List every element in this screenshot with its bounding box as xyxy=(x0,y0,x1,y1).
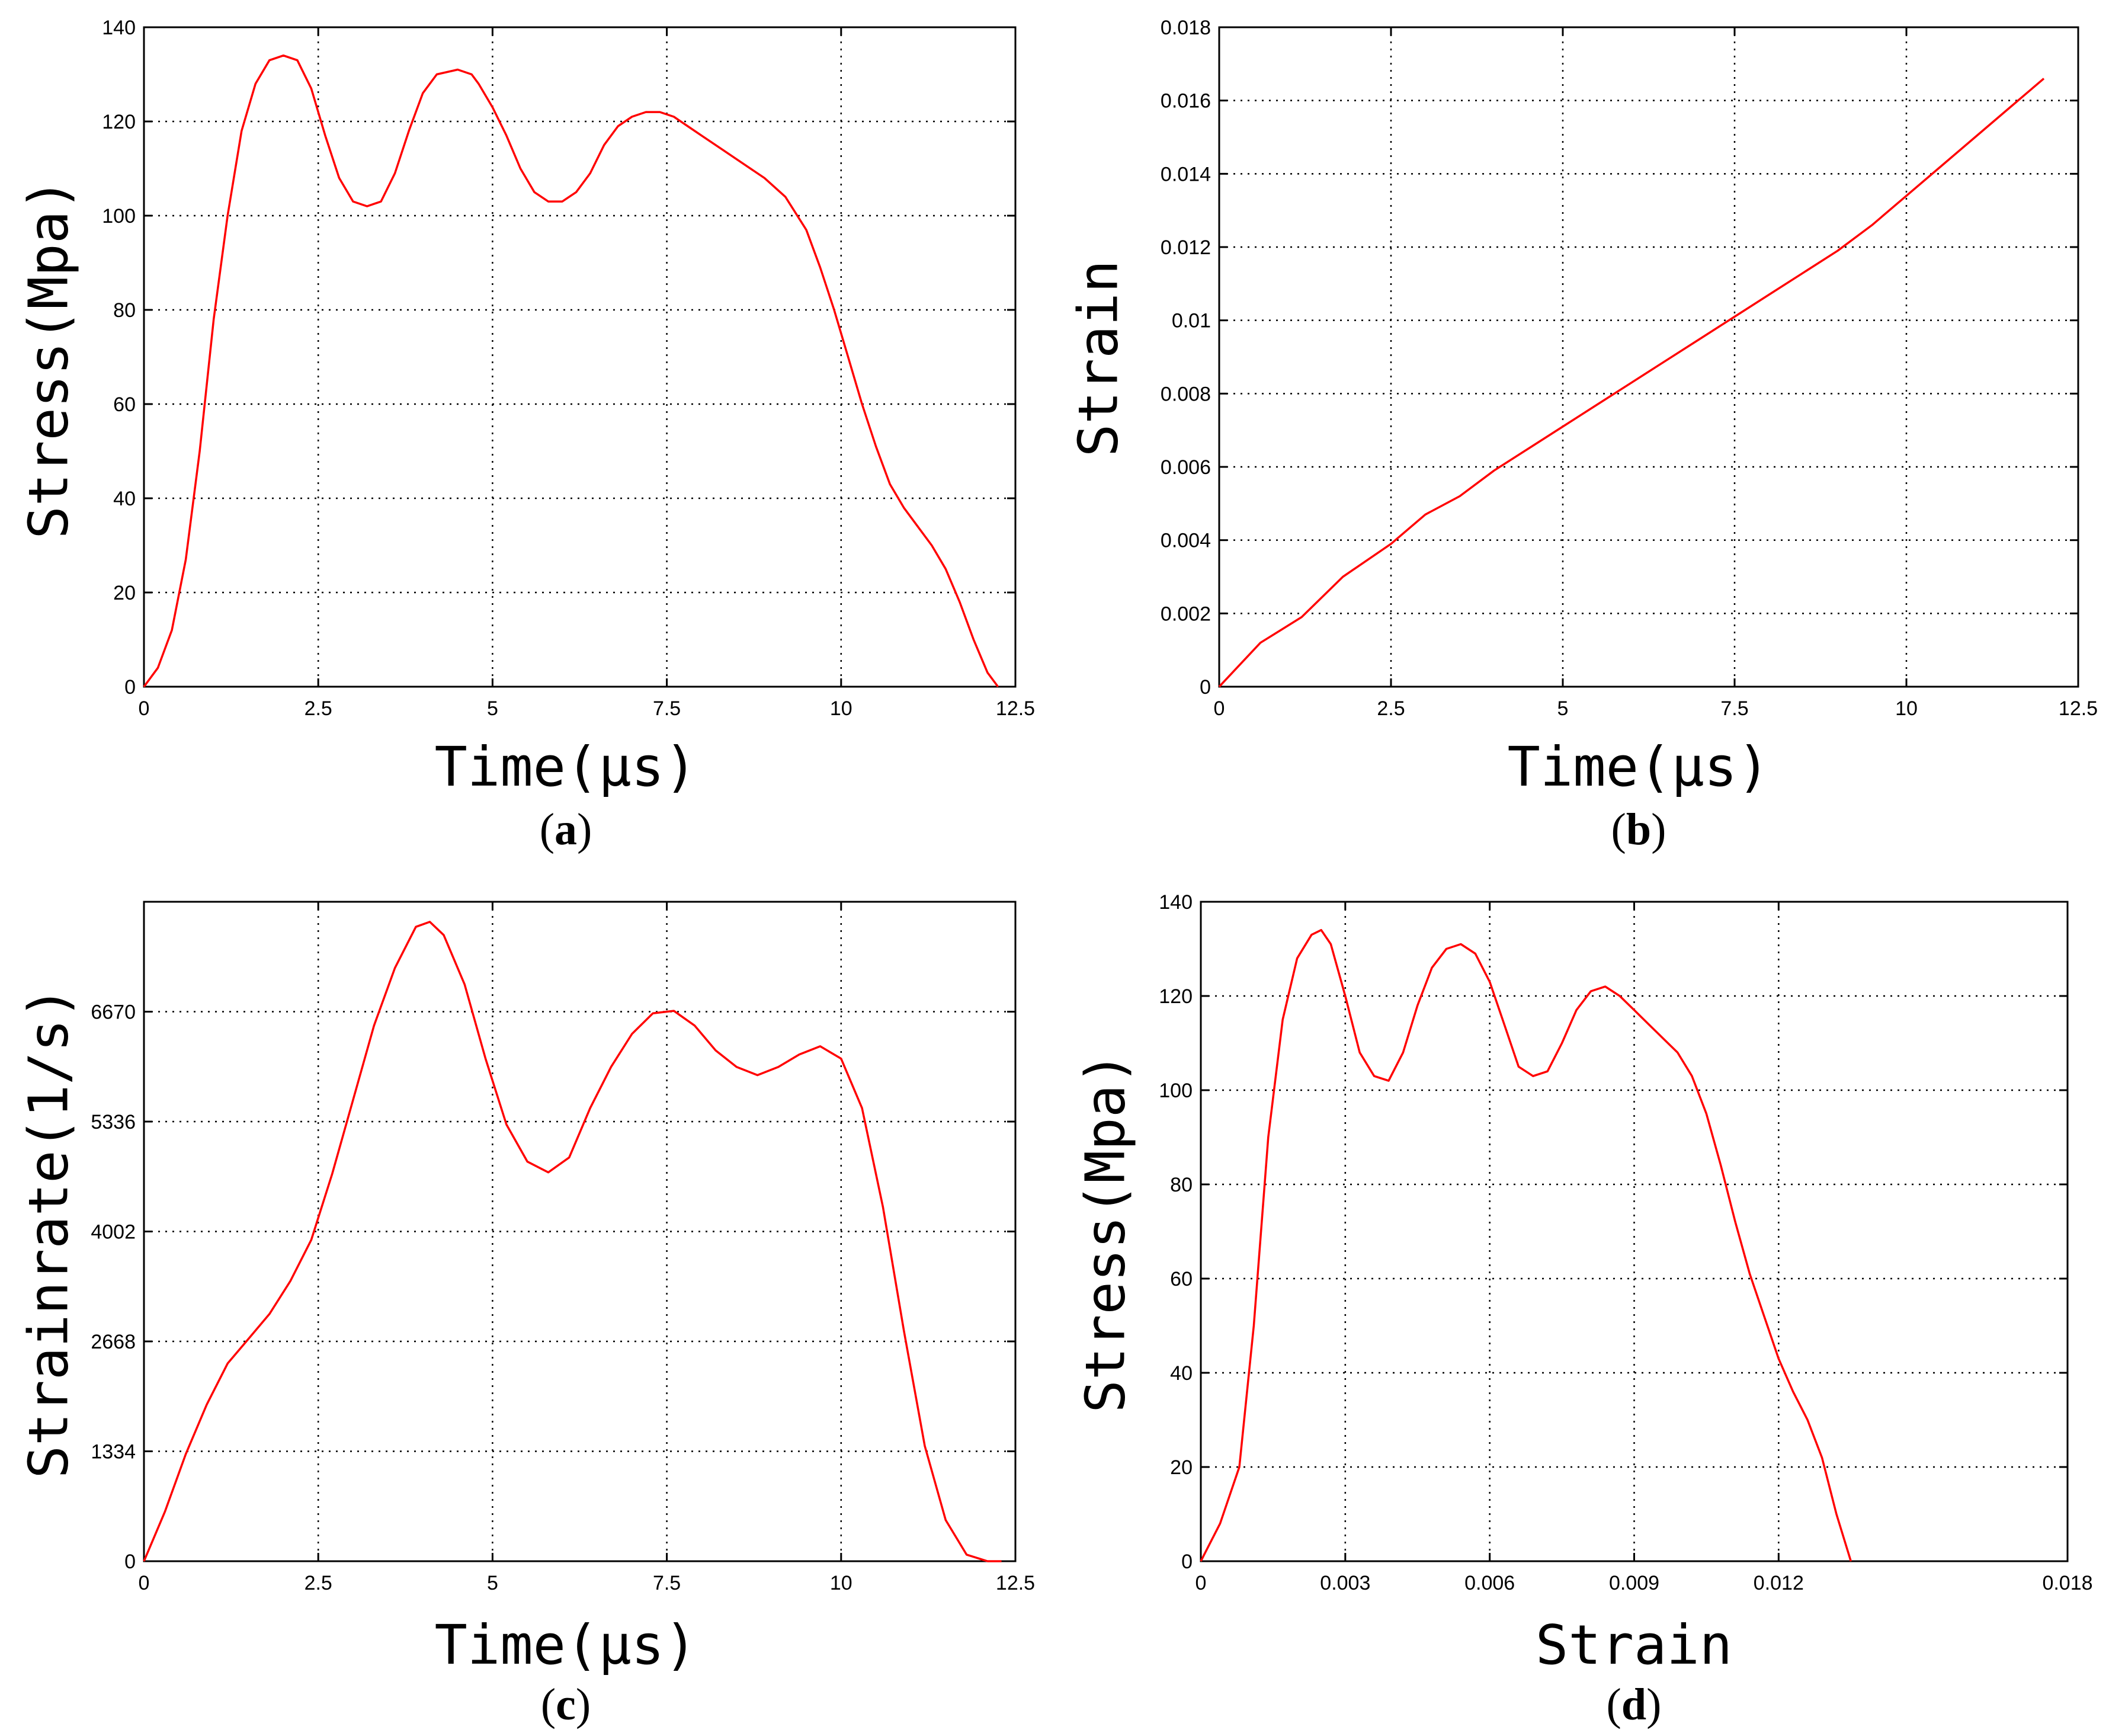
y-tick-label: 40 xyxy=(113,488,136,510)
y-tick-label: 60 xyxy=(113,393,136,416)
series-line xyxy=(1200,928,1852,1562)
y-axis-label: Stress(Mpa) xyxy=(1073,1052,1137,1412)
y-tick-label: 0.01 xyxy=(1172,310,1211,332)
x-tick-label: 12.5 xyxy=(996,697,1035,720)
x-tick-label: 0 xyxy=(139,1572,150,1594)
caption-open: ( xyxy=(1607,1680,1621,1729)
y-tick-label: 0 xyxy=(124,1551,136,1573)
x-tick-label: 2.5 xyxy=(1377,697,1405,720)
y-tick-label: 80 xyxy=(113,299,136,322)
y-tick-label: 0.018 xyxy=(1161,17,1211,39)
caption-close: ) xyxy=(1651,805,1666,854)
y-tick-label: 4002 xyxy=(91,1221,136,1244)
y-tick-label: 0.006 xyxy=(1161,456,1211,479)
chart-d: 0 0.003 0.006 0.009 0.012 0.018 0 20 40 60 80 100 12… xyxy=(1073,891,2092,1729)
y-tick-label: 0.016 xyxy=(1161,90,1211,113)
plot-area xyxy=(1218,26,2079,688)
series-line xyxy=(143,921,1002,1562)
panel-caption: (c) xyxy=(541,1680,591,1729)
x-axis-label: Time(μs) xyxy=(434,735,697,799)
caption-close: ) xyxy=(576,1680,591,1729)
x-axis-label: Time(μs) xyxy=(434,1613,697,1677)
x-tick-label: 5 xyxy=(487,697,498,720)
y-tick-label: 140 xyxy=(102,17,136,39)
caption-close: ) xyxy=(577,805,592,854)
x-tick-label: 0.006 xyxy=(1464,1572,1515,1594)
y-tick-label: 60 xyxy=(1170,1268,1193,1290)
x-tick-label: 0.018 xyxy=(2042,1572,2092,1594)
caption-close: ) xyxy=(1646,1680,1661,1729)
series-line xyxy=(1218,78,2045,688)
caption-letter: c xyxy=(556,1680,576,1729)
x-tick-label: 5 xyxy=(1557,697,1569,720)
y-tick-label: 0.014 xyxy=(1161,163,1211,185)
y-tick-label: 120 xyxy=(102,111,136,133)
x-tick-label: 10 xyxy=(830,1572,852,1594)
y-tick-label: 6670 xyxy=(91,1001,136,1024)
y-tick-label: 5336 xyxy=(91,1111,136,1133)
series-line xyxy=(143,54,999,688)
caption-letter: b xyxy=(1626,805,1651,854)
y-tick-label: 100 xyxy=(1159,1080,1193,1102)
y-axis-label: Strain xyxy=(1066,260,1130,457)
y-tick-label: 0 xyxy=(1181,1551,1193,1573)
y-tick-label: 100 xyxy=(102,205,136,228)
y-tick-label: 80 xyxy=(1170,1174,1193,1196)
y-tick-label: 0.002 xyxy=(1161,603,1211,625)
caption-open: ( xyxy=(541,1680,556,1729)
y-tick-label: 120 xyxy=(1159,985,1193,1008)
x-tick-label: 0.012 xyxy=(1754,1572,1804,1594)
x-tick-label: 12.5 xyxy=(996,1572,1035,1594)
chart-b: 0 2.5 5 7.5 10 12.5 0 0.002 0.004 0.006 0.008 0.01 0… xyxy=(1066,17,2098,854)
x-tick-label: 7.5 xyxy=(1720,697,1748,720)
x-tick-label: 10 xyxy=(830,697,852,720)
y-tick-label: 0.008 xyxy=(1161,383,1211,405)
y-tick-label: 0 xyxy=(1200,676,1211,699)
caption-open: ( xyxy=(540,805,555,854)
x-tick-label: 12.5 xyxy=(2059,697,2098,720)
x-tick-label: 10 xyxy=(1895,697,1918,720)
x-tick-label: 5 xyxy=(487,1572,498,1594)
x-tick-label: 0 xyxy=(1195,1572,1207,1594)
x-tick-label: 0.003 xyxy=(1320,1572,1370,1594)
x-tick-label: 0.009 xyxy=(1609,1572,1659,1594)
y-tick-label: 1334 xyxy=(91,1441,136,1463)
y-tick-label: 0 xyxy=(124,676,136,699)
caption-open: ( xyxy=(1611,805,1626,854)
x-tick-label: 7.5 xyxy=(653,697,681,720)
y-tick-label: 2668 xyxy=(91,1331,136,1353)
plot-area xyxy=(1200,901,2069,1562)
y-tick-label: 20 xyxy=(1170,1456,1193,1479)
plot-area xyxy=(143,26,1017,688)
chart-c: 0 2.5 5 7.5 10 12.5 0 1334 2668 4002 5336 6670 Time(… xyxy=(17,901,1035,1729)
x-tick-label: 7.5 xyxy=(653,1572,681,1594)
panel-caption: (a) xyxy=(540,805,592,854)
y-axis-label: Strainrate(1/s) xyxy=(17,986,80,1479)
y-tick-label: 20 xyxy=(113,582,136,604)
y-tick-label: 40 xyxy=(1170,1362,1193,1385)
y-axis-label: Stress(Mpa) xyxy=(17,178,80,539)
y-tick-label: 0.012 xyxy=(1161,236,1211,259)
caption-letter: d xyxy=(1621,1680,1646,1729)
panel-caption: (b) xyxy=(1611,805,1666,854)
caption-letter: a xyxy=(555,805,577,854)
y-tick-label: 0.004 xyxy=(1161,530,1211,552)
x-axis-label: Time(μs) xyxy=(1507,735,1770,799)
x-tick-label: 2.5 xyxy=(305,1572,332,1594)
x-tick-label: 2.5 xyxy=(305,697,332,720)
panel-caption: (d) xyxy=(1607,1680,1662,1729)
y-tick-label: 140 xyxy=(1159,891,1193,914)
x-axis-label: Strain xyxy=(1536,1613,1732,1677)
x-tick-label: 0 xyxy=(1214,697,1225,720)
chart-a: 0 2.5 5 7.5 10 12.5 0 20 40 60 80 100 120 140 Time(μs)… xyxy=(17,17,1035,854)
x-tick-label: 0 xyxy=(139,697,150,720)
